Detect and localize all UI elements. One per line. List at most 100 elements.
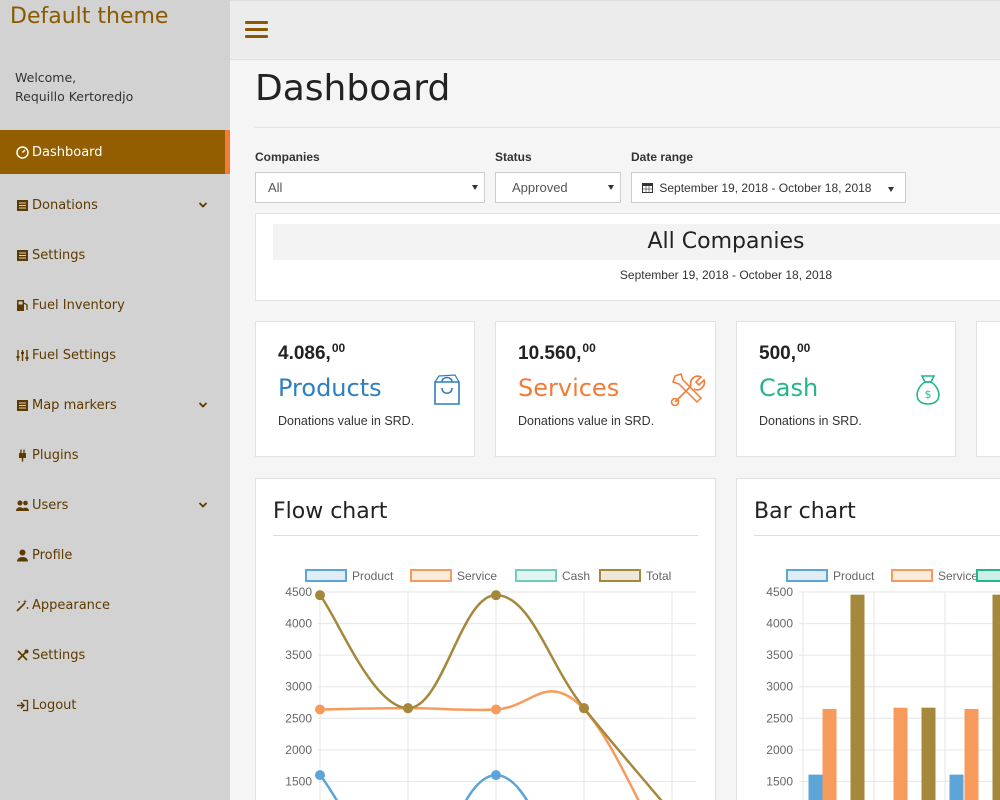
flow-chart: 45004000350030002500200015001000ProductS… xyxy=(285,569,696,800)
legend-label: Product xyxy=(352,569,394,583)
companies-select-value: All xyxy=(268,180,283,195)
plug-icon xyxy=(15,448,29,462)
welcome-message: Welcome, Requillo Kertoredjo xyxy=(15,68,133,106)
companies-label: Companies xyxy=(255,150,320,164)
stat-name: Cash xyxy=(759,374,819,402)
status-select[interactable]: Approved xyxy=(495,172,621,203)
wrench-icon xyxy=(15,648,29,662)
svg-text:$: $ xyxy=(925,388,932,401)
caret-down-icon xyxy=(472,185,478,190)
y-tick-label: 3000 xyxy=(285,680,312,694)
sidebar-item-donations[interactable]: Donations xyxy=(0,180,230,230)
legend-label: Service xyxy=(457,569,497,583)
data-point-total xyxy=(315,590,325,601)
money-bag-icon: $ xyxy=(916,375,940,405)
date-range-label: Date range xyxy=(631,150,694,164)
status-label: Status xyxy=(495,150,532,164)
legend-swatch xyxy=(891,569,933,582)
welcome-label: Welcome, xyxy=(15,70,77,85)
caret-down-icon xyxy=(608,185,614,190)
stat-card-total xyxy=(976,321,1000,457)
sidebar-item-appearance[interactable]: Appearance xyxy=(0,580,230,630)
caret-down-icon xyxy=(888,187,894,192)
sidebar-item-label: Map markers xyxy=(32,397,117,413)
y-tick-label: 3000 xyxy=(766,680,793,694)
chevron-down-icon xyxy=(198,402,208,408)
bar-service xyxy=(964,708,979,800)
sidebar-item-label: Fuel Inventory xyxy=(32,297,125,313)
sidebar-item-label: Profile xyxy=(32,547,73,563)
divider xyxy=(754,535,1000,536)
data-point-product xyxy=(315,770,325,781)
sidebar-item-label: Appearance xyxy=(32,597,111,613)
dashboard-icon xyxy=(15,145,29,159)
sidebar-item-dashboard[interactable]: Dashboard xyxy=(0,130,230,174)
y-tick-label: 1500 xyxy=(285,774,312,788)
summary-title: All Companies xyxy=(647,229,805,254)
data-point-service xyxy=(315,704,325,715)
stat-value: 4.086,00 xyxy=(278,341,346,364)
sidebar-item-label: Plugins xyxy=(32,447,79,463)
summary-header xyxy=(273,224,1000,260)
sidebar-item-fuel-inventory[interactable]: Fuel Inventory xyxy=(0,280,230,330)
fuel-icon xyxy=(15,298,29,312)
legend-label: Cash xyxy=(562,569,590,583)
brand-title[interactable]: Default theme xyxy=(10,4,169,29)
sidebar-item-label: Donations xyxy=(32,197,98,213)
chevron-down-icon xyxy=(198,502,208,508)
page-title: Dashboard xyxy=(255,68,451,109)
hamburger-menu-icon[interactable] xyxy=(245,21,268,39)
stat-value: 500,00 xyxy=(759,341,811,364)
sidebar-item-profile[interactable]: Profile xyxy=(0,530,230,580)
sidebar-item-map-markers[interactable]: Map markers xyxy=(0,380,230,430)
legend-label: Product xyxy=(833,569,875,583)
sidebar-item-users[interactable]: Users xyxy=(0,480,230,530)
data-point-service xyxy=(491,704,501,715)
legend-label: Service xyxy=(938,569,978,583)
bar-chart-title: Bar chart xyxy=(754,499,856,524)
sidebar-item-settings[interactable]: Settings xyxy=(0,630,230,680)
sidebar-item-label: Users xyxy=(32,497,69,513)
bar-chart: 45004000350030002500200015001000ProductS… xyxy=(766,569,1000,800)
y-tick-label: 3500 xyxy=(766,648,793,662)
y-tick-label: 4000 xyxy=(285,617,312,631)
y-tick-label: 2000 xyxy=(766,743,793,757)
sidebar-item-logout[interactable]: Logout xyxy=(0,680,230,730)
y-tick-label: 1500 xyxy=(766,774,793,788)
sidebar-item-settings[interactable]: Settings xyxy=(0,230,230,280)
sidebar: Default theme Welcome, Requillo Kertored… xyxy=(0,0,230,800)
list-icon xyxy=(15,198,29,212)
legend-swatch xyxy=(305,569,347,582)
y-tick-label: 4500 xyxy=(766,585,793,599)
y-tick-label: 4500 xyxy=(285,585,312,599)
top-bar xyxy=(230,0,1000,60)
bar-total xyxy=(850,594,865,800)
logout-icon xyxy=(15,698,29,712)
sidebar-nav: Dashboard Donations Settings Fuel Inventory… xyxy=(0,130,230,730)
flow-chart-panel: Flow chart 45004000350030002500200015001… xyxy=(255,478,716,800)
users-icon xyxy=(15,498,29,512)
summary-date-range: September 19, 2018 - October 18, 2018 xyxy=(619,268,833,282)
sidebar-item-plugins[interactable]: Plugins xyxy=(0,430,230,480)
calendar-icon xyxy=(642,183,653,193)
y-tick-label: 2500 xyxy=(766,711,793,725)
stat-name: Products xyxy=(278,374,382,402)
companies-select[interactable]: All xyxy=(255,172,485,203)
data-point-product xyxy=(491,770,501,781)
stat-value: 10.560,00 xyxy=(518,341,596,364)
list-icon xyxy=(15,248,29,262)
flow-chart-title: Flow chart xyxy=(273,499,388,524)
stat-card-cash: 500,00 Cash Donations in SRD. $ xyxy=(736,321,956,457)
date-range-picker[interactable]: September 19, 2018 - October 18, 2018 xyxy=(631,172,906,203)
sidebar-item-fuel-settings[interactable]: Fuel Settings xyxy=(0,330,230,380)
sliders-icon xyxy=(15,348,29,362)
data-point-total xyxy=(403,703,413,714)
stat-description: Donations in SRD. xyxy=(759,414,862,428)
tools-icon xyxy=(670,373,706,407)
stat-card-products: 4.086,00 Products Donations value in SRD… xyxy=(255,321,475,457)
main-content: Dashboard Companies All Status Approved … xyxy=(230,60,1000,800)
date-range-value: September 19, 2018 - October 18, 2018 xyxy=(659,181,872,195)
sidebar-item-label: Fuel Settings xyxy=(32,347,117,363)
divider xyxy=(255,127,1000,128)
shopping-bag-icon xyxy=(434,374,460,405)
